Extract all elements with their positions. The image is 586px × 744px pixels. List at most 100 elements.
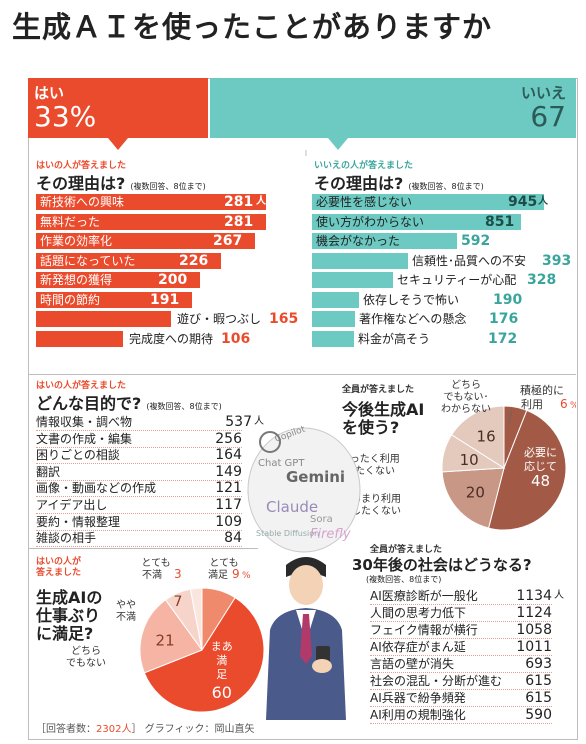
purpose-row: 情報収集・調べ物 537 人 — [36, 414, 264, 431]
down-arrows — [108, 138, 348, 156]
future-use-label: 積極的に — [520, 383, 564, 397]
man-hand-icon — [312, 659, 332, 673]
chatgpt-logo-icon — [259, 431, 281, 453]
future-use-value: 10 — [460, 451, 479, 469]
yes-reason-label: 遊び・暇つぶし — [177, 312, 262, 326]
satisfaction-label: 満足 — [208, 569, 228, 581]
yes-reason-value: 281 — [224, 213, 254, 230]
purpose-row: アイデア出し 117 — [36, 497, 242, 514]
satisfaction-label: とても — [209, 557, 238, 569]
yes-reason-bar-fill — [36, 213, 266, 230]
no-reason-bar-fill — [312, 291, 359, 308]
yes-reason-bar-fill — [36, 233, 255, 249]
yes-reason-value: 226 — [179, 252, 209, 269]
society-row: フェイク情報が横行 1058 — [370, 622, 552, 639]
purpose-label: 文書の作成・編集 — [36, 431, 133, 446]
society-row: 社会の混乱・分断が進む 615 — [370, 673, 552, 690]
no-reason-value: 328 — [527, 272, 557, 288]
society-label: 言語の壁が消失 — [370, 657, 455, 671]
no-reason-bar-fill — [312, 233, 457, 249]
society-label: AI利用の規制強化 — [370, 708, 466, 722]
no-reason-value: 393 — [542, 252, 572, 269]
future-use-slice — [487, 409, 567, 531]
purpose-value: 121 — [215, 480, 242, 497]
yes-reason-label: 新技術への興味 — [40, 195, 125, 209]
society-small: 全員が答えました — [370, 545, 443, 555]
yes-label: はい — [34, 84, 65, 102]
purpose-value: 149 — [215, 463, 242, 480]
purpose-row: 困りごとの相談 164 — [36, 447, 242, 465]
purpose-label: 雑談の相手 — [36, 531, 97, 546]
society-row: AI利用の規制強化 590 — [370, 707, 552, 724]
future-use-label: 必要に — [524, 446, 557, 459]
no-reason-bar-fill — [312, 330, 354, 347]
satisfaction-slice — [189, 587, 203, 651]
credit: グラフィック：岡山直矢 — [144, 724, 255, 735]
future-use-label: あまり利用 — [351, 493, 401, 505]
society-value: 615 — [525, 690, 552, 706]
satisfaction-small-1: はいの人が — [36, 557, 82, 567]
society-label: AI兵器で紛争頻発 — [370, 691, 466, 705]
future-title-2: を使う? — [342, 418, 400, 437]
no-reason-bar: 必要性を感じない 945 人 — [312, 194, 574, 210]
society-unit: 人 — [554, 590, 564, 601]
yes-reason-bar: 話題になっていた 226 — [36, 252, 306, 269]
no-reasons-title: その理由は? — [314, 174, 404, 193]
future-use-value: 48 — [531, 472, 550, 490]
purpose-divider — [28, 374, 306, 375]
no-reason-bar: 依存しそうで怖い 190 — [312, 291, 574, 308]
no-reasons-note: (複数回答、8位まで) — [408, 182, 484, 191]
yes-reason-bar-fill — [36, 311, 171, 327]
respondents-suffix: ］ — [131, 724, 142, 735]
respondents-value: 2302人 — [96, 724, 132, 735]
man-tie-icon — [300, 614, 312, 664]
society-label: AI医療診断が一般化 — [370, 589, 478, 603]
yes-reason-bar: 時間の節約 191 — [36, 291, 306, 308]
future-use-slice — [441, 467, 505, 529]
no-reasons-header: その理由は? (複数回答、8位まで) — [314, 170, 484, 194]
no-reason-bar: 料金が高そう 172 — [312, 330, 574, 347]
man-with-phone-illustration: Copilot Chat GPT Gemini Claude Sora Fire… — [247, 424, 361, 720]
satisfaction-label: やや — [116, 599, 136, 611]
purpose-label: 困りごとの相談 — [36, 448, 120, 463]
no-reason-label: 必要性を感じない — [316, 195, 413, 209]
yes-reasons-small: はいの人が答えました — [36, 161, 127, 171]
society-row: AI依存症がまん延 1011 — [370, 639, 552, 656]
satisfaction-slice — [139, 599, 203, 674]
future-use-slice — [450, 405, 505, 469]
future-title-1: 今後生成AI — [342, 400, 425, 419]
satisfaction-label: 満 — [216, 654, 227, 667]
yes-value: 33% — [34, 100, 97, 133]
ai-name-firefly: Firefly — [310, 527, 351, 542]
no-block — [210, 78, 576, 138]
purpose-value: 537 — [225, 414, 252, 430]
future-use-label: 応じて — [524, 459, 557, 473]
no-reason-bar: セキュリティーが心配 328 — [312, 272, 574, 288]
satisfaction-value: 9 — [232, 567, 240, 581]
yes-reason-label: 作業の効率化 — [40, 234, 113, 248]
future-use-unit: % — [570, 401, 576, 411]
no-reason-value: 172 — [488, 330, 518, 347]
yes-reasons-header: その理由は? (複数回答、8位まで) — [36, 170, 206, 194]
purpose-label: 翻訳 — [36, 464, 61, 479]
society-row: AI医療診断が一般化 1134 人 — [370, 588, 564, 605]
no-reason-bar-fill — [312, 252, 408, 269]
no-reason-value: 592 — [461, 233, 491, 249]
purpose-value: 84 — [224, 530, 242, 547]
purpose-small: はいの人が答えました — [36, 381, 127, 391]
no-arrow — [328, 138, 348, 150]
society-value: 1124 — [516, 605, 552, 621]
no-reason-label: 著作権などへの懸念 — [359, 312, 467, 326]
future-small: 全員が答えました — [342, 385, 415, 395]
satisfaction-label: 不満 — [142, 569, 162, 581]
society-label: 社会の混乱・分断が進む — [370, 674, 503, 688]
yes-reason-label: 新発想の獲得 — [40, 273, 113, 287]
yes-reasons-title: その理由は? — [36, 174, 126, 193]
yes-reason-bar-fill — [36, 272, 200, 288]
yes-block — [28, 78, 208, 138]
no-reason-bar: 著作権などへの懸念 176 — [312, 311, 574, 327]
yes-reason-value: 267 — [213, 233, 243, 249]
yes-reason-value: 191 — [150, 291, 180, 308]
society-label: AI依存症がまん延 — [370, 640, 466, 654]
